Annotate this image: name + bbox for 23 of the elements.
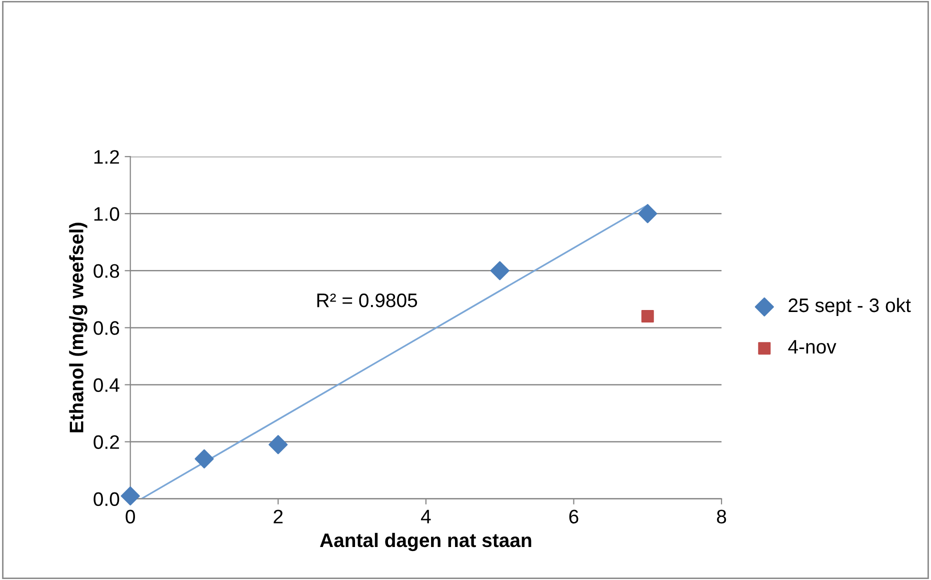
y-tick-label: 0.4 xyxy=(94,378,120,392)
y-tick-label: 1.2 xyxy=(94,150,119,164)
x-tick-label: 0 xyxy=(126,510,135,524)
y-tick-label: 0.0 xyxy=(94,492,120,506)
annotation: R² = 0.9805 xyxy=(317,293,418,308)
x-tick-label: 2 xyxy=(274,510,283,524)
point xyxy=(641,310,654,323)
point xyxy=(638,204,658,224)
x-tick-label: 8 xyxy=(716,510,726,524)
y-tick-label: 1.0 xyxy=(94,207,120,221)
y-tick-label: 0.8 xyxy=(94,264,120,278)
y-tick-label: 0.2 xyxy=(94,435,119,450)
x-tick-label: 4 xyxy=(420,510,431,524)
x-axis-title: Aantal dagen nat staan xyxy=(320,532,532,552)
point xyxy=(268,435,288,454)
point xyxy=(120,486,140,506)
point xyxy=(194,449,214,468)
x-tick-label: 6 xyxy=(569,510,578,524)
point xyxy=(490,261,510,280)
y-axis-title: Ethanol (mg/g weefsel) xyxy=(69,222,88,432)
legend-label: 25 sept - 3 okt xyxy=(788,298,911,316)
y-tick-label: 0.6 xyxy=(94,321,120,335)
legend-label: 4-nov xyxy=(788,340,836,354)
